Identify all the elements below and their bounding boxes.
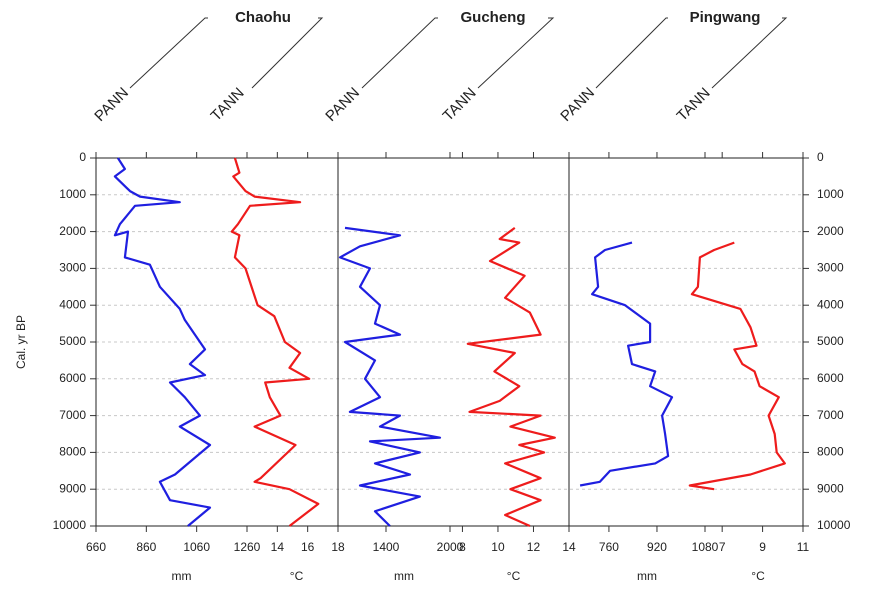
connector <box>477 17 555 89</box>
y-tick-label: 5000 <box>817 334 844 348</box>
y-tick-label: 2000 <box>59 224 86 238</box>
x-axis-title: mm <box>172 569 192 583</box>
x-tick-label: 1060 <box>183 540 210 554</box>
y-tick-label: 7000 <box>817 408 844 422</box>
x-tick-label: 14 <box>562 540 576 554</box>
site-label: Gucheng <box>460 9 525 26</box>
series-title: TANN <box>674 85 714 125</box>
x-tick-label: 12 <box>527 540 541 554</box>
y-tick-label: 1000 <box>59 187 86 201</box>
data-line <box>688 241 786 491</box>
x-tick-label: 1260 <box>234 540 261 554</box>
x-axis-title: °C <box>507 569 521 583</box>
x-axis-title: °C <box>290 569 304 583</box>
connector <box>129 17 208 89</box>
y-tick-label: 10000 <box>53 518 87 532</box>
y-tick-label: 1000 <box>817 187 844 201</box>
x-tick-label: 2000 <box>437 540 464 554</box>
y-tick-label: 5000 <box>59 334 86 348</box>
series-title: PANN <box>557 84 598 125</box>
y-tick-label: 4000 <box>59 297 86 311</box>
y-tick-label: 8000 <box>59 445 86 459</box>
y-tick-label: 0 <box>79 150 86 164</box>
y-tick-label: 8000 <box>817 445 844 459</box>
x-tick-label: 920 <box>647 540 667 554</box>
x-tick-label: 860 <box>136 540 156 554</box>
series-title: TANN <box>440 85 480 125</box>
series-title: TANN <box>208 85 248 125</box>
data-line <box>579 241 674 487</box>
connector <box>711 17 788 89</box>
x-tick-label: 14 <box>271 540 285 554</box>
x-tick-label: 1400 <box>373 540 400 554</box>
site-label: Chaohu <box>235 9 291 26</box>
x-tick-label: 8 <box>459 540 466 554</box>
y-axis-title: Cal. yr BP <box>14 315 28 369</box>
x-tick-label: 760 <box>599 540 619 554</box>
y-tick-label: 7000 <box>59 408 86 422</box>
y-tick-label: 2000 <box>817 224 844 238</box>
y-tick-label: 6000 <box>59 371 86 385</box>
x-axis-title: mm <box>394 569 414 583</box>
y-tick-label: 9000 <box>817 481 844 495</box>
x-axis-title: mm <box>637 569 657 583</box>
data-line <box>466 227 556 528</box>
data-line <box>230 157 320 527</box>
y-tick-label: 0 <box>817 150 824 164</box>
site-connectors <box>129 17 788 89</box>
y-tick-label: 3000 <box>59 261 86 275</box>
data-line <box>113 157 212 527</box>
x-tick-label: 9 <box>759 540 766 554</box>
site-label: Pingwang <box>690 9 761 26</box>
series-title: PANN <box>322 84 363 125</box>
x-axis-title: °C <box>751 569 765 583</box>
data-line <box>338 226 442 527</box>
x-tick-label: 660 <box>86 540 106 554</box>
x-tick-label: 7 <box>719 540 726 554</box>
x-tick-label: 16 <box>301 540 315 554</box>
y-tick-label: 4000 <box>817 297 844 311</box>
connector <box>361 17 438 89</box>
x-tick-label: 18 <box>331 540 345 554</box>
connector <box>251 17 324 89</box>
y-tick-label: 9000 <box>59 481 86 495</box>
y-tick-label: 3000 <box>817 261 844 275</box>
y-tick-label: 10000 <box>817 518 851 532</box>
series-title: PANN <box>91 84 132 125</box>
connector <box>595 17 668 89</box>
x-tick-label: 11 <box>797 540 810 554</box>
x-tick-label: 10 <box>491 540 505 554</box>
x-tick-label: 1080 <box>692 540 719 554</box>
y-tick-label: 6000 <box>817 371 844 385</box>
